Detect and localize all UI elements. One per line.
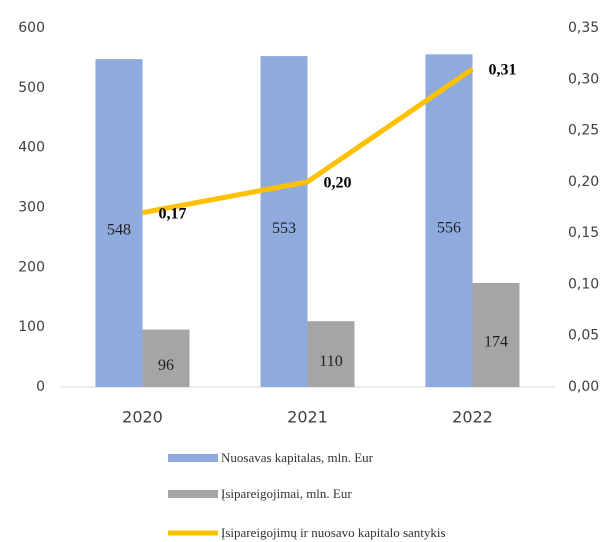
y-tick-label: 0	[36, 379, 45, 395]
x-tick-label: 2021	[287, 408, 328, 427]
bar	[95, 59, 143, 387]
line-value-label: 0,17	[159, 205, 187, 222]
bar	[307, 321, 355, 387]
bar	[472, 282, 520, 387]
y2-tick-label: 0,05	[568, 328, 599, 344]
y2-tick-label: 0,10	[568, 276, 599, 292]
bar-value-label: 548	[107, 222, 131, 239]
bar	[425, 54, 473, 388]
y-tick-label: 600	[18, 20, 45, 36]
bar	[142, 329, 190, 387]
y-tick-label: 300	[18, 200, 45, 216]
y2-tick-label: 0,35	[568, 20, 599, 36]
y2-tick-label: 0,15	[568, 225, 599, 241]
y-tick-label: 500	[18, 80, 45, 96]
line-value-label: 0,31	[489, 62, 517, 79]
bar-value-label: 556	[437, 219, 461, 236]
x-tick-label: 2020	[122, 408, 163, 427]
y-tick-label: 100	[18, 319, 45, 335]
y-tick-label: 200	[18, 259, 45, 275]
legend-label: Nuosavas kapitalas, mln. Eur	[221, 450, 374, 465]
y-tick-label: 400	[18, 140, 45, 156]
bar-value-label: 553	[272, 220, 296, 237]
line	[142, 66, 474, 216]
y2-tick-label: 0,30	[568, 71, 599, 87]
legend-marker	[168, 490, 218, 498]
y2-tick-label: 0,20	[568, 174, 599, 190]
y2-tick-label: 0,00	[568, 379, 599, 395]
legend-marker	[168, 454, 218, 462]
y2-tick-label: 0,25	[568, 123, 599, 139]
bar-value-label: 96	[158, 357, 174, 374]
line-value-label: 0,20	[324, 175, 352, 192]
legend-label: Įsipareigojimai, mln. Eur	[221, 486, 352, 501]
bar-value-label: 110	[319, 353, 342, 370]
bar	[260, 56, 308, 387]
bar-value-label: 174	[484, 334, 508, 351]
x-tick-label: 2022	[452, 408, 493, 427]
legend-label: Įsipareigojimų ir nuosavo kapitalo santy…	[221, 525, 446, 540]
